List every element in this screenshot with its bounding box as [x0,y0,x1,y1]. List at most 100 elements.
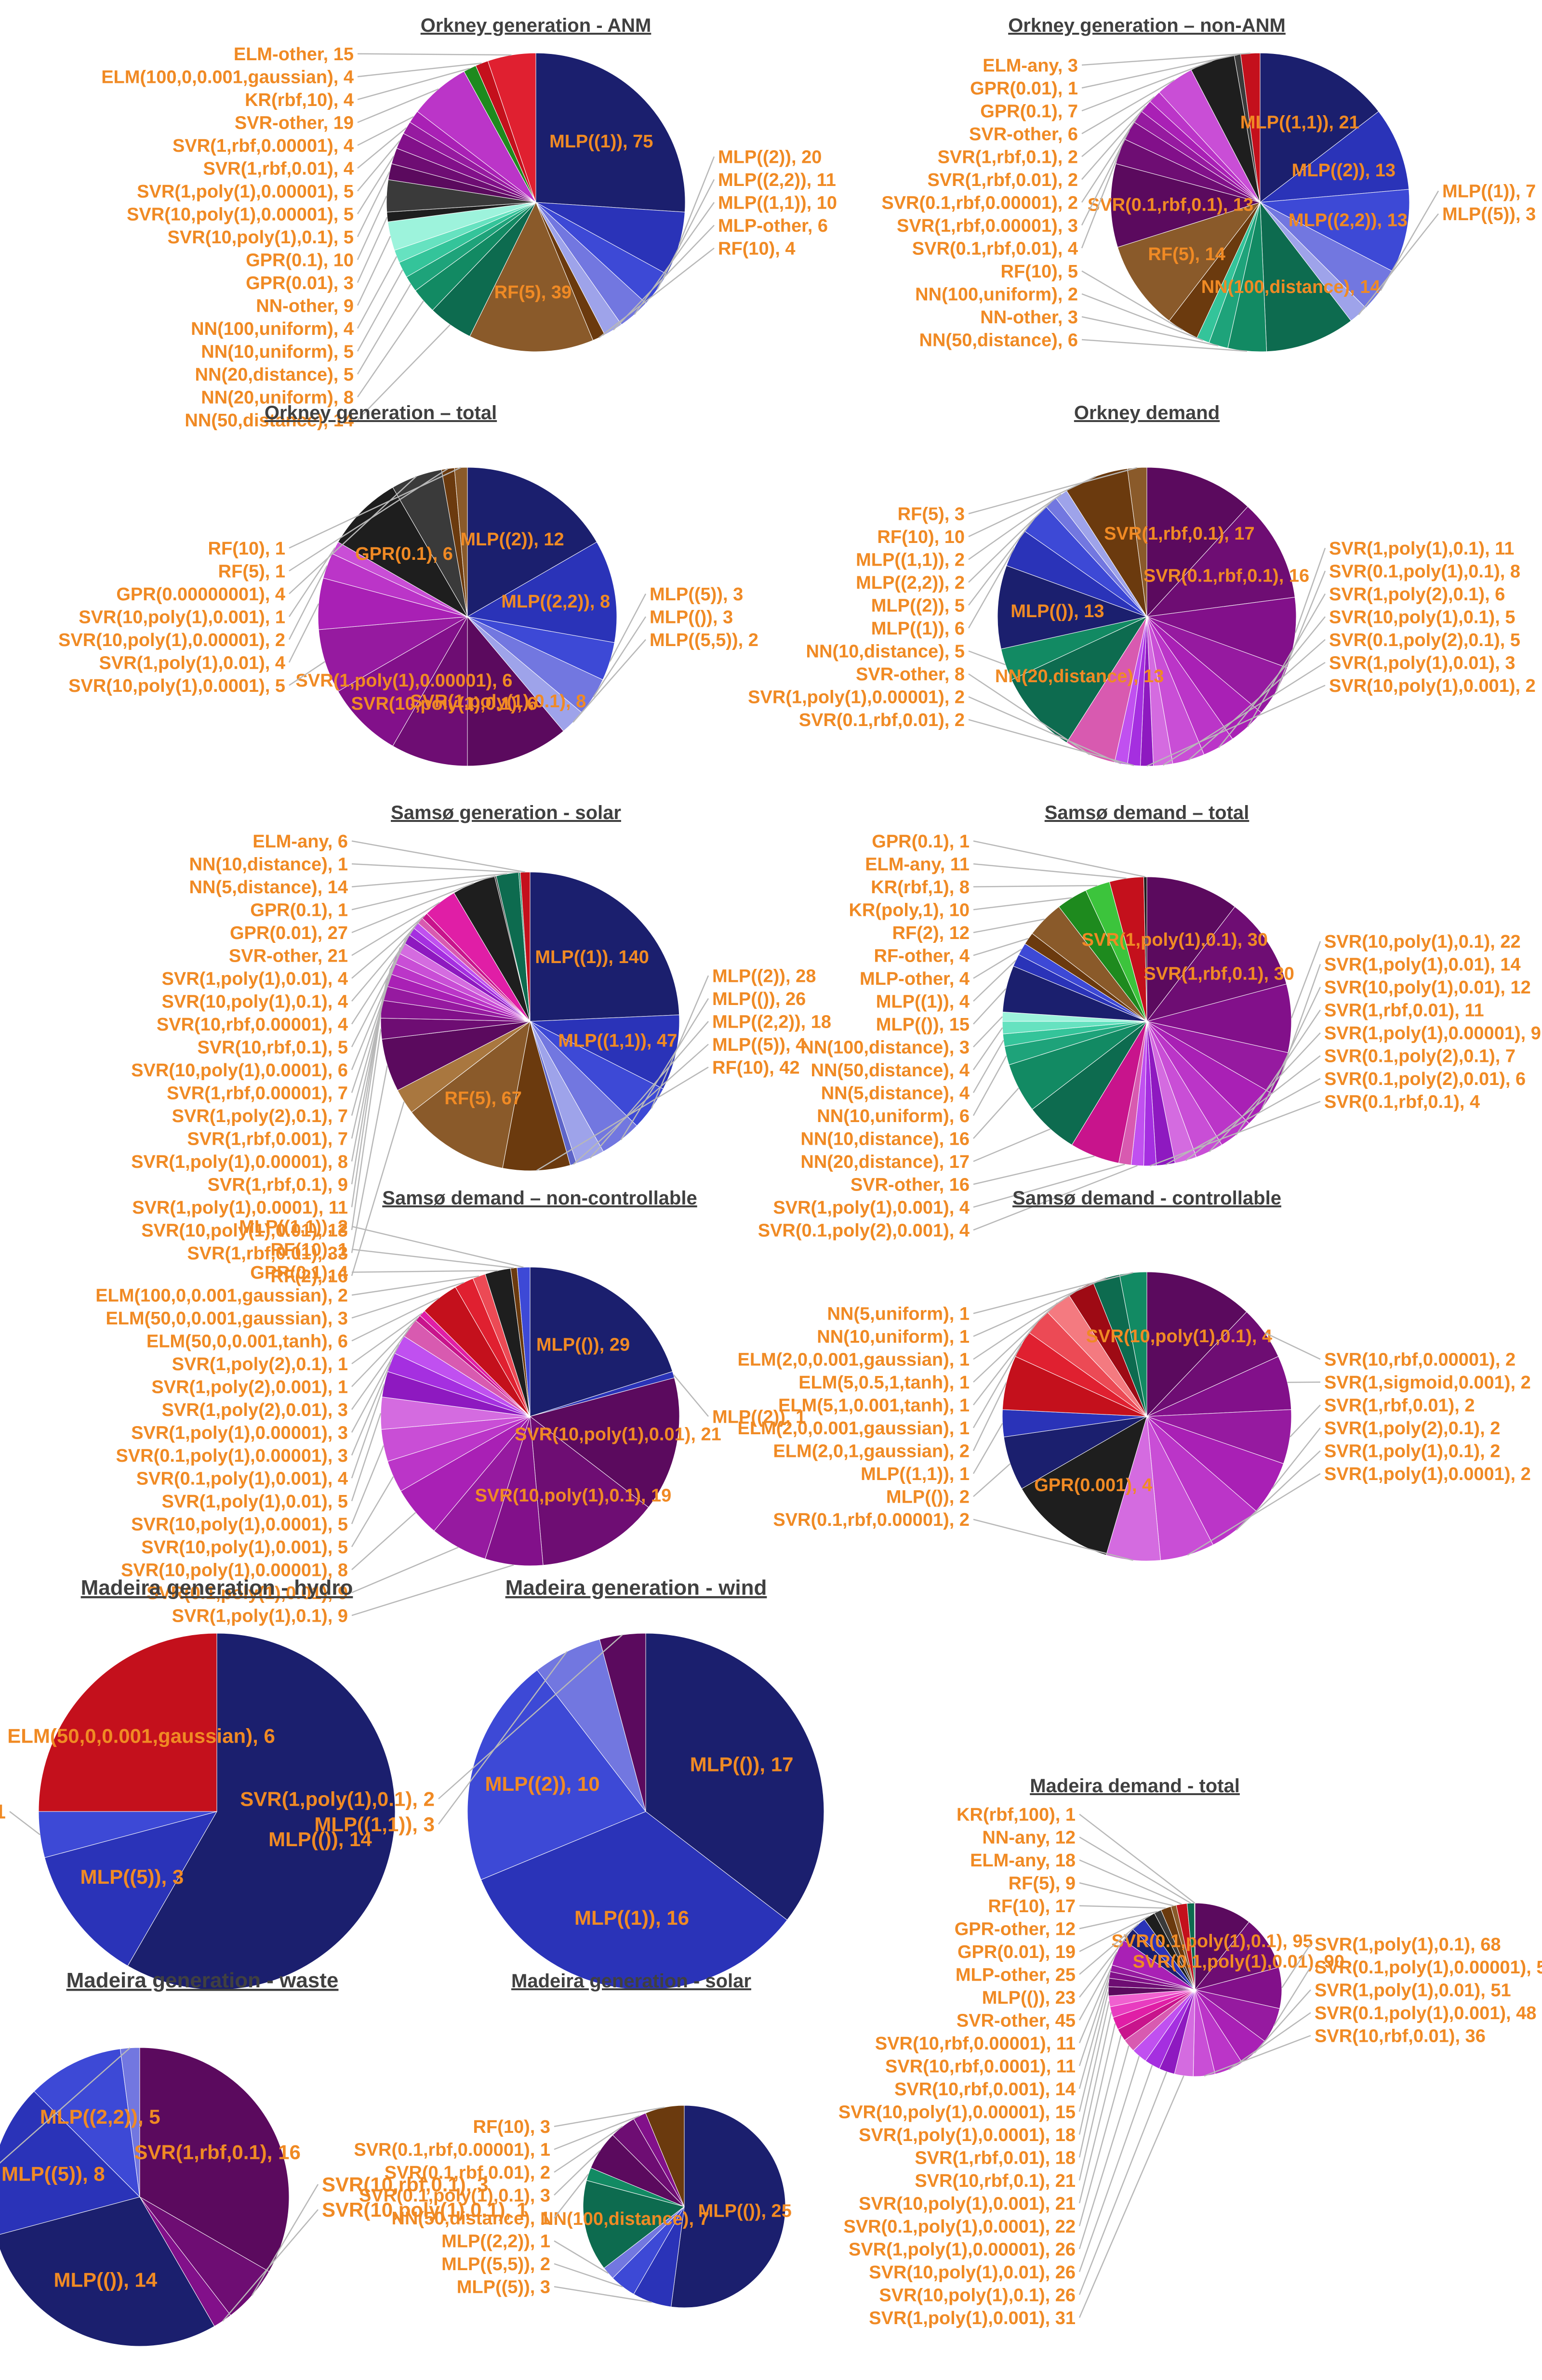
slice-label: SVR(1,poly(1),0.001), 31 [869,2308,1076,2328]
slice-label: SVR(0.1,poly(2),0.1), 5 [1329,630,1520,650]
slice-label: SVR(1,rbf,0.01), 2 [1324,1396,1475,1416]
slice-label: NN(5,distance), 14 [189,877,348,898]
leader-line [288,547,336,617]
pie-chart-3: Orkney demand SVR(1,rbf,0.1), 17 SVR(0.1,r… [748,402,1536,767]
leader-line [351,1270,498,1273]
slice-label: MLP((2)), 28 [712,966,816,986]
slice-label: SVR-other, 6 [969,124,1078,145]
leader-line [351,1344,400,1433]
slice-label: SVR(0.1,poly(1),0.0001), 22 [843,2217,1076,2237]
leader-line [357,67,470,100]
pie-slice [671,2105,786,2308]
slice-label: RF(10), 42 [712,1058,800,1078]
slice-label: SVR(1,rbf,0.01), 18 [915,2148,1076,2168]
leader-line [1078,2065,1153,2273]
leader-line [289,661,326,686]
slice-label: SVR(1,poly(1),0.01), 51 [1315,1980,1511,2000]
slice-label: SVR(1,poly(1),0.01), 14 [1324,955,1521,975]
slice-label: SVR-other, 45 [957,2010,1076,2031]
leader-line [1078,1982,1109,2089]
leader-line [351,915,425,979]
slice-label: SVR(0.1,poly(2),0.01), 6 [1324,1069,1526,1089]
leader-line [1081,339,1248,352]
slice-label: MLP(()), 14 [53,2269,157,2291]
slice-label: GPR(0.00000001), 4 [116,584,285,605]
slice-label: GPR(0.1), 6 [355,544,453,564]
pie-slice [529,1377,680,1508]
leader-line [1078,2075,1184,2318]
leader-line [1188,639,1326,761]
leader-line [973,1128,1051,1162]
slice-label: NN(10,distance), 5 [806,642,965,662]
slice-label: SVR(1,poly(1),0.00001), 9 [1324,1023,1541,1044]
leader-line [593,616,647,698]
leader-line [1081,96,1155,157]
slice-label: SVR(0.1,rbf,0.01), 2 [799,710,965,730]
leader-line [1081,60,1212,112]
leader-line [351,1327,411,1410]
leader-line [357,195,387,260]
slice-label: GPR(0.1), 1 [250,900,348,920]
slice-label: NN-other, 9 [256,296,354,316]
slice-label: MLP(()), 29 [536,1335,630,1355]
slice-label: SVR(10,poly(1),0.001), 5 [141,1537,348,1558]
pie-slice [467,467,598,617]
leader-line [357,300,424,397]
slice-label: SVR(1,rbf,0.00001), 4 [173,136,354,156]
slice-label: GPR(0.01), 27 [230,923,348,943]
slice-label: SVR(1,poly(1),0.00001), 8 [131,1152,348,1172]
leader-line [673,1374,709,1417]
pie-slice [417,71,536,203]
slice-label: SVR(10,poly(1),0.1), 5 [1329,607,1515,627]
slice-label: MLP(()), 15 [876,1015,970,1035]
slice-label: SVR(10,poly(1),0.1), 6 [351,694,537,714]
pie-slice [1117,202,1261,321]
leader-line [1081,53,1250,66]
leader-line [968,696,1121,765]
slice-label: SVR(1,poly(1),0.00001), 26 [849,2239,1076,2260]
pie-slice [1259,111,1409,203]
slice-label: MLP((2,2)), 11 [718,170,836,190]
slice-label: GPR(0.001), 4 [1034,1475,1152,1495]
leader-line [1146,685,1326,767]
leader-line [973,1016,1003,1047]
slice-label: NN(50,distance), 1 [392,2208,550,2229]
leader-line [1079,1859,1182,1905]
leader-line [351,1564,514,1616]
pie-slice [139,2047,290,2272]
slice-label: MLP((2,2)), 1 [441,2232,550,2252]
pie-slice [1146,876,1236,1022]
leader-line [973,885,1098,887]
slice-label: MLP((5)), 3 [457,2277,550,2298]
leader-line [1079,1905,1166,1909]
leader-line [1081,316,1219,346]
pie-slice [530,1415,649,1566]
leader-line [573,1044,709,1165]
chart-title: Samsø demand - controllable [1012,1188,1281,1209]
slice-label: KR(rbf,1), 8 [871,877,970,898]
leader-line [968,476,1096,537]
slice-label: NN(100,distance), 3 [800,1037,970,1058]
leader-line [536,1066,709,1171]
leader-line [351,1275,479,1296]
leader-line [357,140,400,192]
leader-line [572,639,646,723]
pie-slice [1011,616,1148,743]
leader-line [351,1445,385,1524]
slice-label: ELM-any, 6 [253,832,348,852]
slice-label: GPR(0.1), 10 [246,250,354,270]
pie-slice [38,1633,217,1812]
slice-label: MLP((1)), 75 [549,132,653,152]
slice-label: ELM-any, 18 [970,1851,1076,1871]
leader-line [438,1634,623,1799]
leader-line [357,88,439,123]
pie-slice [1195,1903,1250,1991]
leader-line [1079,1934,1129,1998]
slice-label: NN(100,uniform), 2 [915,284,1078,304]
slice-label: RF(5), 3 [898,504,965,525]
leader-line [1290,941,1321,1018]
leader-line [972,1382,1007,1451]
slice-label: MLP(()), 26 [712,989,806,1009]
slice-label: MLP((1,1)), 2 [239,1217,348,1237]
pie-chart-6: Samsø demand – non-controllable MLP(()), … [95,1188,806,1626]
